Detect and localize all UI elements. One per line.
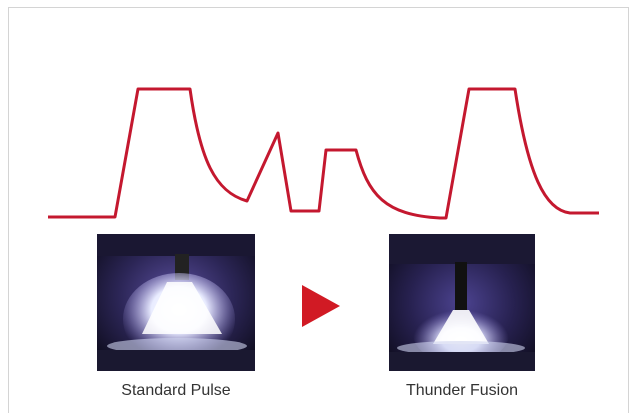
waveform-line: [48, 87, 599, 220]
standard-pulse-photo: [97, 234, 255, 371]
play-triangle-icon: [302, 285, 340, 327]
standard-pulse-label: Standard Pulse: [121, 382, 231, 399]
diagram-frame: [8, 7, 629, 413]
thunder-fusion-label: Thunder Fusion: [405, 382, 519, 399]
thunder-fusion-photo: [389, 234, 535, 371]
